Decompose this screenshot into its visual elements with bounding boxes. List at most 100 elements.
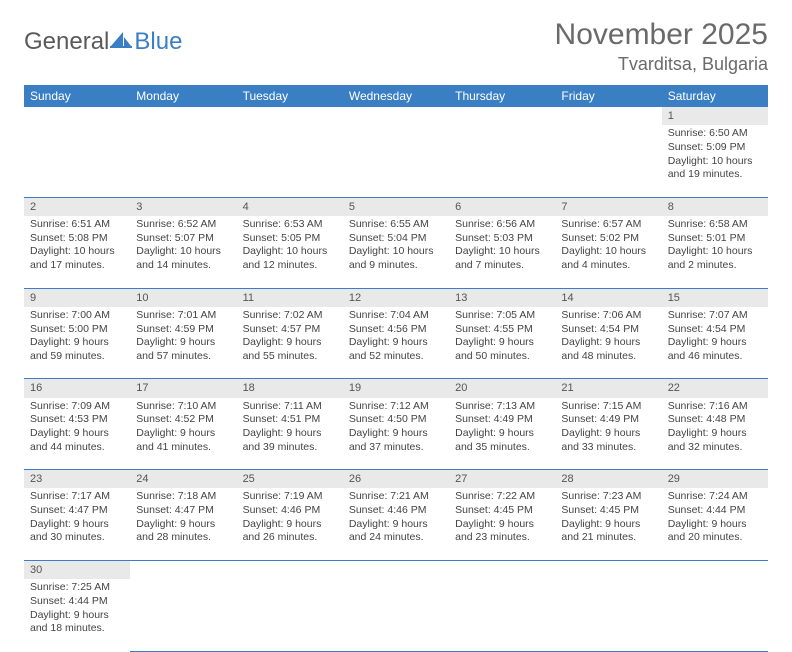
sunrise-text: Sunrise: 6:58 AM	[668, 218, 762, 232]
day-number-cell: 21	[555, 379, 661, 398]
daylight-text: Daylight: 9 hours and 41 minutes.	[136, 427, 230, 454]
sunset-text: Sunset: 5:03 PM	[455, 232, 549, 246]
day-number-cell: 28	[555, 470, 661, 489]
sunrise-text: Sunrise: 7:22 AM	[455, 490, 549, 504]
sunset-text: Sunset: 4:50 PM	[349, 413, 443, 427]
day-number-cell: 25	[237, 470, 343, 489]
sunrise-text: Sunrise: 7:13 AM	[455, 400, 549, 414]
sunrise-text: Sunrise: 7:05 AM	[455, 309, 549, 323]
sunrise-text: Sunrise: 6:50 AM	[668, 127, 762, 141]
day-number-row: 23242526272829	[24, 470, 768, 489]
sunset-text: Sunset: 4:44 PM	[668, 504, 762, 518]
day-header: Monday	[130, 85, 236, 107]
sunset-text: Sunset: 5:05 PM	[243, 232, 337, 246]
sunset-text: Sunset: 5:09 PM	[668, 141, 762, 155]
sunrise-text: Sunrise: 6:55 AM	[349, 218, 443, 232]
day-number-cell: 29	[662, 470, 768, 489]
day-info-cell: Sunrise: 7:11 AMSunset: 4:51 PMDaylight:…	[237, 398, 343, 470]
sunrise-text: Sunrise: 7:09 AM	[30, 400, 124, 414]
day-number-cell	[24, 107, 130, 125]
day-info-cell: Sunrise: 7:06 AMSunset: 4:54 PMDaylight:…	[555, 307, 661, 379]
day-number-cell: 22	[662, 379, 768, 398]
day-info-cell: Sunrise: 7:10 AMSunset: 4:52 PMDaylight:…	[130, 398, 236, 470]
day-header: Tuesday	[237, 85, 343, 107]
day-info-cell: Sunrise: 7:12 AMSunset: 4:50 PMDaylight:…	[343, 398, 449, 470]
sunrise-text: Sunrise: 7:17 AM	[30, 490, 124, 504]
day-info-cell	[130, 125, 236, 197]
sunset-text: Sunset: 4:45 PM	[561, 504, 655, 518]
day-info-cell	[343, 579, 449, 651]
day-info-cell: Sunrise: 7:05 AMSunset: 4:55 PMDaylight:…	[449, 307, 555, 379]
day-info-cell	[343, 125, 449, 197]
day-info-cell: Sunrise: 7:19 AMSunset: 4:46 PMDaylight:…	[237, 488, 343, 560]
day-info-cell: Sunrise: 6:55 AMSunset: 5:04 PMDaylight:…	[343, 216, 449, 288]
sunrise-text: Sunrise: 7:00 AM	[30, 309, 124, 323]
sunset-text: Sunset: 4:53 PM	[30, 413, 124, 427]
sunrise-text: Sunrise: 7:19 AM	[243, 490, 337, 504]
daylight-text: Daylight: 9 hours and 50 minutes.	[455, 336, 549, 363]
day-number-cell: 20	[449, 379, 555, 398]
sunrise-text: Sunrise: 7:10 AM	[136, 400, 230, 414]
sunset-text: Sunset: 5:01 PM	[668, 232, 762, 246]
sunrise-text: Sunrise: 7:23 AM	[561, 490, 655, 504]
month-title: November 2025	[555, 18, 768, 52]
day-number-cell: 27	[449, 470, 555, 489]
sunrise-text: Sunrise: 7:06 AM	[561, 309, 655, 323]
sunset-text: Sunset: 4:48 PM	[668, 413, 762, 427]
day-number-cell: 13	[449, 288, 555, 307]
daylight-text: Daylight: 9 hours and 55 minutes.	[243, 336, 337, 363]
daylight-text: Daylight: 9 hours and 26 minutes.	[243, 518, 337, 545]
day-number-cell: 4	[237, 197, 343, 216]
sunrise-text: Sunrise: 6:51 AM	[30, 218, 124, 232]
sunset-text: Sunset: 4:49 PM	[561, 413, 655, 427]
daylight-text: Daylight: 10 hours and 19 minutes.	[668, 155, 762, 182]
day-number-row: 2345678	[24, 197, 768, 216]
day-header: Thursday	[449, 85, 555, 107]
day-info-cell: Sunrise: 7:23 AMSunset: 4:45 PMDaylight:…	[555, 488, 661, 560]
day-number-cell	[449, 560, 555, 579]
day-number-cell	[343, 107, 449, 125]
day-info-cell: Sunrise: 7:01 AMSunset: 4:59 PMDaylight:…	[130, 307, 236, 379]
daylight-text: Daylight: 9 hours and 52 minutes.	[349, 336, 443, 363]
day-info-cell	[237, 125, 343, 197]
day-header: Sunday	[24, 85, 130, 107]
sunrise-text: Sunrise: 7:11 AM	[243, 400, 337, 414]
sunset-text: Sunset: 4:46 PM	[243, 504, 337, 518]
day-info-row: Sunrise: 7:09 AMSunset: 4:53 PM Daylight:…	[24, 398, 768, 470]
day-info-cell: Sunrise: 7:21 AMSunset: 4:46 PMDaylight:…	[343, 488, 449, 560]
logo-word1: General	[24, 28, 109, 56]
day-info-cell	[449, 125, 555, 197]
day-number-cell: 10	[130, 288, 236, 307]
daylight-text: Daylight: 10 hours and 2 minutes.	[668, 245, 762, 272]
sunset-text: Sunset: 4:54 PM	[561, 323, 655, 337]
sunset-text: Sunset: 4:52 PM	[136, 413, 230, 427]
sunrise-text: Sunrise: 7:02 AM	[243, 309, 337, 323]
day-header: Friday	[555, 85, 661, 107]
day-info-cell: Sunrise: 6:58 AMSunset: 5:01 PMDaylight:…	[662, 216, 768, 288]
daylight-text: Daylight: 9 hours and 35 minutes.	[455, 427, 549, 454]
daylight-text: Daylight: 10 hours and 17 minutes.	[30, 245, 124, 272]
daylight-text: Daylight: 9 hours and 21 minutes.	[561, 518, 655, 545]
sunset-text: Sunset: 4:46 PM	[349, 504, 443, 518]
day-header: Saturday	[662, 85, 768, 107]
day-info-cell	[237, 579, 343, 651]
day-info-cell	[130, 579, 236, 651]
header: General Blue November 2025 Tvarditsa, Bu…	[24, 18, 768, 75]
day-number-cell: 2	[24, 197, 130, 216]
daylight-text: Daylight: 10 hours and 14 minutes.	[136, 245, 230, 272]
day-number-row: 1	[24, 107, 768, 125]
day-info-cell: Sunrise: 7:18 AMSunset: 4:47 PMDaylight:…	[130, 488, 236, 560]
sunrise-text: Sunrise: 7:21 AM	[349, 490, 443, 504]
daylight-text: Daylight: 10 hours and 4 minutes.	[561, 245, 655, 272]
day-info-cell: Sunrise: 7:25 AMSunset: 4:44 PMDaylight:…	[24, 579, 130, 651]
day-number-cell: 8	[662, 197, 768, 216]
sunset-text: Sunset: 4:44 PM	[30, 595, 124, 609]
sunset-text: Sunset: 4:54 PM	[668, 323, 762, 337]
sunset-text: Sunset: 5:07 PM	[136, 232, 230, 246]
day-number-cell	[662, 560, 768, 579]
daylight-text: Daylight: 9 hours and 24 minutes.	[349, 518, 443, 545]
sunset-text: Sunset: 4:51 PM	[243, 413, 337, 427]
day-number-cell: 5	[343, 197, 449, 216]
day-info-cell	[449, 579, 555, 651]
logo: General Blue	[24, 18, 182, 56]
